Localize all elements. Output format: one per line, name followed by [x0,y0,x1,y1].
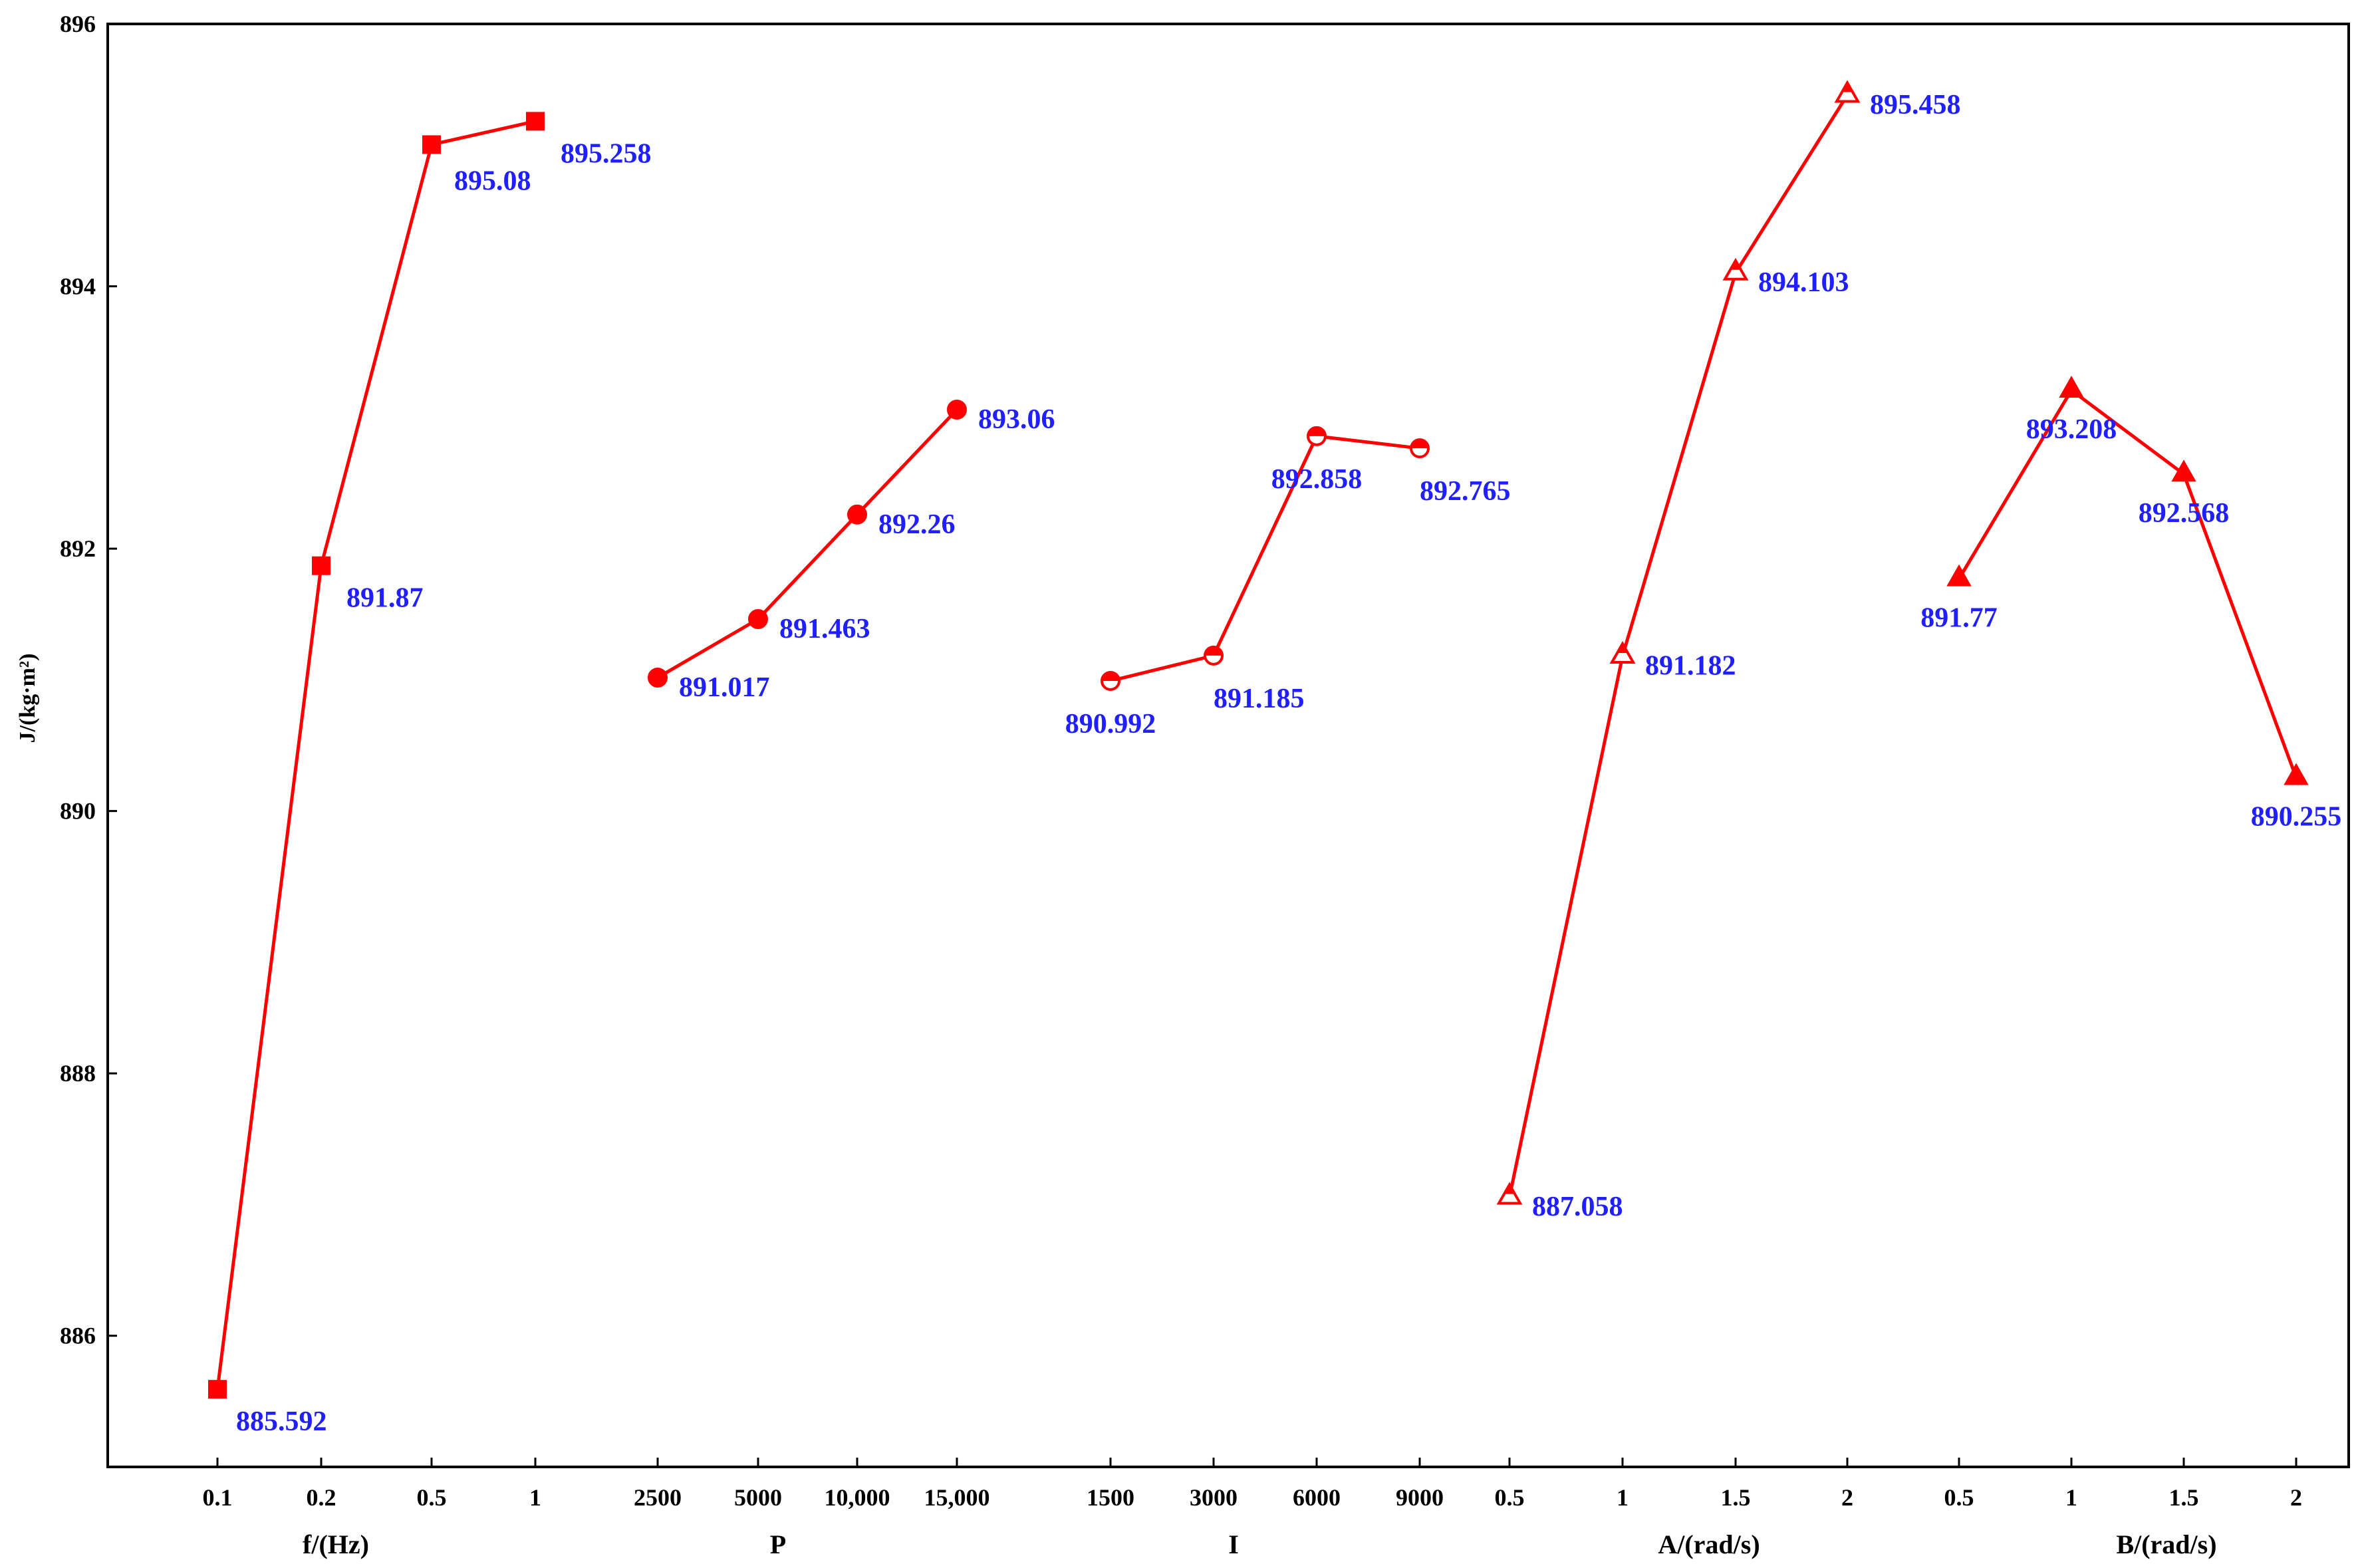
y-axis-label: J/(kg·m²) [15,654,40,743]
x-tick-label: 0.5 [1944,1484,1974,1511]
marker-fill [1308,427,1325,436]
x-tick-label: 2 [1841,1484,1853,1511]
data-label-g1-p3: 893.06 [978,404,1055,435]
y-tick-label: 896 [60,11,96,37]
data-marker-g4-p0 [1946,564,1972,587]
data-marker-g4-p1 [2059,375,2084,398]
data-label-g1-p1: 891.463 [779,614,870,644]
data-marker-g1-p0 [648,668,668,688]
x-tick-label: 2500 [634,1484,682,1511]
x-tick-label: 10,000 [825,1484,890,1511]
y-tick-label: 892 [60,535,96,562]
series-line-1 [656,408,958,680]
x-tick-label: 6000 [1293,1484,1341,1511]
data-label-g4-p1: 893.208 [2026,414,2117,445]
y-tick-label: 888 [60,1060,96,1087]
data-label-g3-p3: 895.458 [1870,90,1961,120]
data-label-g2-p3: 892.765 [1420,476,1511,507]
data-label-g3-p1: 891.182 [1645,650,1736,681]
x-group-label-3: A/(rad/s) [1658,1529,1760,1559]
x-tick-label: 2 [2290,1484,2302,1511]
x-tick-label: 1 [1617,1484,1629,1511]
y-tick-label: 890 [60,798,96,825]
data-marker-g4-p3 [2284,763,2309,785]
data-label-g2-p2: 892.858 [1271,464,1363,495]
data-label-g3-p0: 887.058 [1532,1192,1623,1222]
x-tick-label: 0.5 [417,1484,447,1511]
marker-fill [1411,440,1428,449]
x-tick-label: 0.1 [203,1484,233,1511]
x-tick-label: 1500 [1087,1484,1134,1511]
y-tick-label: 886 [60,1323,96,1349]
data-label-g0-p2: 895.08 [454,166,531,196]
marker-fill [1102,672,1119,681]
marker-fill [1504,1184,1515,1194]
marker-outline [1834,80,1861,103]
data-marker-g0-p0 [208,1380,227,1399]
x-tick-label: 1 [529,1484,541,1511]
x-group-label-2: I [1228,1529,1239,1559]
data-marker-g2-p3 [1410,438,1430,459]
data-label-g2-p0: 890.992 [1065,709,1156,739]
x-tick-label: 5000 [734,1484,782,1511]
data-label-g1-p0: 891.017 [679,672,770,703]
data-marker-g3-p1 [1609,640,1636,664]
data-marker-g2-p0 [1101,670,1120,691]
data-label-g0-p1: 891.87 [346,583,424,614]
marker-fill [1617,643,1628,653]
series-line-4 [1957,388,2298,779]
x-group-label-1: P [770,1529,786,1559]
data-label-g4-p0: 891.77 [1920,602,1998,633]
data-marker-g1-p3 [947,399,967,420]
series-line-3 [1507,94,1849,1198]
data-marker-g1-p2 [847,504,867,525]
data-marker-g3-p0 [1496,1182,1523,1205]
data-marker-g3-p2 [1722,257,1749,281]
data-label-g0-p0: 885.592 [236,1406,327,1437]
data-marker-g4-p2 [2171,459,2196,482]
data-marker-g0-p2 [422,135,441,154]
marker-fill [1730,260,1741,270]
data-label-g0-p3: 895.258 [561,138,652,169]
x-tick-label: 0.2 [307,1484,336,1511]
x-group-label-4: B/(rad/s) [2116,1529,2216,1559]
x-tick-label: 9000 [1396,1484,1444,1511]
data-label-g4-p3: 890.255 [2251,801,2342,832]
marker-fill [1205,646,1222,656]
data-label-g1-p2: 892.26 [878,509,956,540]
x-tick-label: 0.5 [1495,1484,1525,1511]
marker-fill [1842,82,1853,92]
x-tick-label: 15,000 [924,1484,990,1511]
data-label-g4-p2: 892.568 [2139,498,2230,529]
series-line-2 [1110,434,1420,683]
x-tick-label: 1 [2065,1484,2077,1511]
data-marker-g2-p1 [1204,645,1224,666]
series-line-0 [215,119,536,1390]
data-marker-g1-p1 [748,609,768,630]
y-tick-label: 894 [60,273,96,300]
data-marker-g3-p3 [1834,80,1861,103]
data-marker-g2-p2 [1307,426,1327,446]
plot-frame [106,23,2350,1468]
data-label-g2-p1: 891.185 [1214,684,1305,714]
data-marker-g0-p1 [312,556,330,575]
x-tick-label: 1.5 [1721,1484,1751,1511]
x-tick-label: 3000 [1190,1484,1238,1511]
data-label-g3-p2: 894.103 [1758,267,1849,298]
x-group-label-0: f/(Hz) [303,1529,369,1559]
x-tick-label: 1.5 [2169,1484,2199,1511]
data-marker-g0-p3 [526,112,545,131]
